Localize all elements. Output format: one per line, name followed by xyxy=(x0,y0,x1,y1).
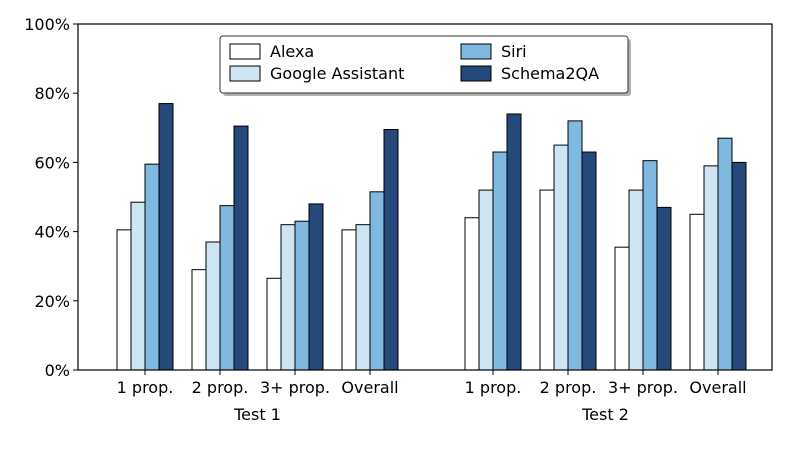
y-tick-label: 40% xyxy=(34,223,70,242)
y-tick-label: 100% xyxy=(24,15,70,34)
bar-google-assistant-1-2 xyxy=(628,189,644,371)
legend-swatch-google-assistant xyxy=(229,65,261,82)
legend-swatch-schema2qa xyxy=(460,65,492,82)
bar-siri-1-3 xyxy=(717,137,733,371)
bar-google-assistant-1-3 xyxy=(703,165,719,371)
x-tick-label: Overall xyxy=(341,378,398,397)
bar-siri-0-1 xyxy=(219,205,235,371)
bar-google-assistant-1-1 xyxy=(553,144,569,371)
bar-alexa-1-0 xyxy=(464,217,480,371)
bar-schema2qa-1-1 xyxy=(581,151,597,371)
bar-alexa-0-0 xyxy=(116,229,132,371)
bar-siri-1-1 xyxy=(567,120,583,371)
bar-siri-0-0 xyxy=(144,163,160,371)
axes-layer: 1 prop. 2 prop. 3+ prop. Overall Test 1 1 pro… xyxy=(24,15,773,424)
x-tick-label: 2 prop. xyxy=(192,378,249,397)
bar-siri-1-0 xyxy=(492,151,508,371)
bar-alexa-1-3 xyxy=(689,213,705,371)
bar-siri-1-2 xyxy=(642,160,658,371)
bar-google-assistant-1-0 xyxy=(478,189,494,371)
bar-google-assistant-0-1 xyxy=(205,241,221,371)
legend: Alexa Google Assistant Siri Schema2QA xyxy=(219,35,631,96)
legend-swatch-alexa xyxy=(229,43,261,60)
y-tick-label: 80% xyxy=(34,84,70,103)
y-tick-label: 0% xyxy=(45,361,70,380)
x-tick-label: Overall xyxy=(689,378,746,397)
bar-alexa-0-2 xyxy=(266,277,282,371)
legend-label-alexa: Alexa xyxy=(270,42,314,61)
legend-label-siri: Siri xyxy=(501,42,527,61)
legend-label-schema2qa: Schema2QA xyxy=(501,64,599,83)
x-tick-label: 1 prop. xyxy=(117,378,174,397)
bar-google-assistant-0-0 xyxy=(130,201,146,371)
group-label: Test 1 xyxy=(233,405,281,424)
y-tick-label: 20% xyxy=(34,292,70,311)
legend-label-google-assistant: Google Assistant xyxy=(270,64,404,83)
bar-schema2qa-1-0 xyxy=(506,113,522,371)
bar-schema2qa-1-3 xyxy=(731,161,747,371)
bar-alexa-1-1 xyxy=(539,189,555,371)
bar-schema2qa-0-2 xyxy=(308,203,324,371)
legend-box xyxy=(219,35,629,94)
plot-frame xyxy=(77,23,773,371)
x-tick-label: 3+ prop. xyxy=(608,378,678,397)
bar-siri-0-2 xyxy=(294,220,310,371)
x-tick-label: 2 prop. xyxy=(540,378,597,397)
bar-schema2qa-0-1 xyxy=(233,125,249,371)
bar-alexa-0-1 xyxy=(191,269,207,371)
bars-layer xyxy=(116,103,747,371)
bar-schema2qa-0-3 xyxy=(383,129,399,371)
bar-alexa-1-2 xyxy=(614,246,630,371)
bar-google-assistant-0-2 xyxy=(280,224,296,371)
x-tick-label: 1 prop. xyxy=(465,378,522,397)
bar-google-assistant-0-3 xyxy=(355,224,371,371)
group-label: Test 2 xyxy=(581,405,629,424)
x-tick-label: 3+ prop. xyxy=(260,378,330,397)
y-tick-label: 60% xyxy=(34,153,70,172)
bar-alexa-0-3 xyxy=(341,229,357,371)
bar-schema2qa-1-2 xyxy=(656,206,672,371)
bar-schema2qa-0-0 xyxy=(158,103,174,371)
legend-swatch-siri xyxy=(460,43,492,60)
bar-siri-0-3 xyxy=(369,191,385,371)
